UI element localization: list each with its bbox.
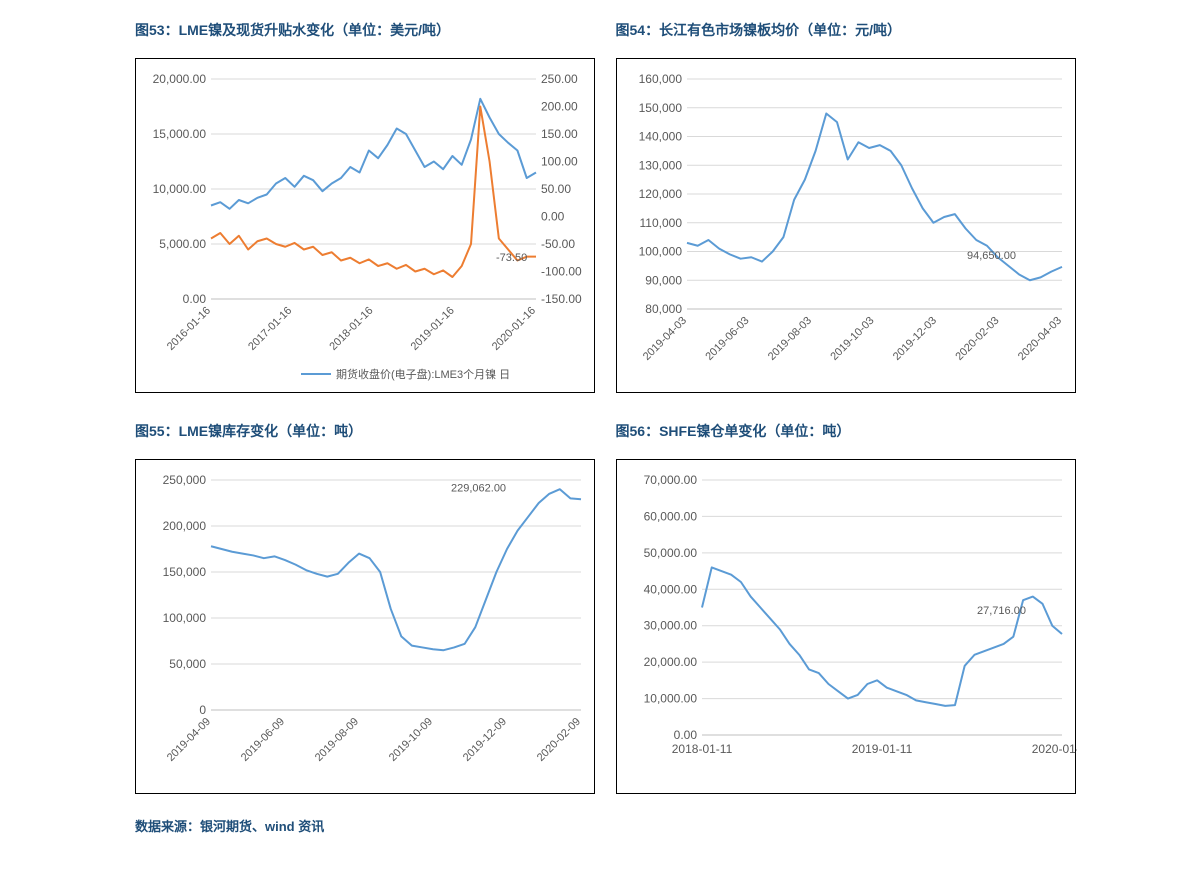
svg-text:0.00: 0.00 [183, 292, 207, 306]
chart56-box: 0.00 10,000.00 20,000.00 30,000.00 40,000.00… [616, 459, 1076, 794]
svg-text:250,000: 250,000 [163, 473, 207, 487]
svg-text:130,000: 130,000 [638, 158, 682, 172]
svg-text:20,000.00: 20,000.00 [643, 655, 697, 669]
chart56-title: 图56：SHFE镍仓单变化（单位：吨） [616, 421, 1077, 441]
svg-text:10,000.00: 10,000.00 [643, 692, 697, 706]
svg-text:2019-12-09: 2019-12-09 [461, 716, 509, 764]
svg-text:2019-04-03: 2019-04-03 [640, 315, 688, 363]
svg-text:50,000: 50,000 [169, 657, 206, 671]
svg-text:期货收盘价(电子盘):LME3个月镍 日: 期货收盘价(电子盘):LME3个月镍 日 [336, 367, 510, 381]
chart55-box: 0 50,000 100,000 150,000 200,000 250,000 2019-… [135, 459, 595, 794]
chart53-box: 0.00 5,000.00 10,000.00 15,000.00 20,000.00 -… [135, 58, 595, 393]
svg-text:150,000: 150,000 [163, 565, 207, 579]
svg-text:2020-01-11: 2020-01-11 [1031, 742, 1076, 756]
svg-text:2019-04-09: 2019-04-09 [165, 716, 213, 764]
svg-text:2018-01-11: 2018-01-11 [671, 742, 732, 756]
svg-text:2019-01-16: 2019-01-16 [409, 305, 457, 353]
svg-text:2020-02-03: 2020-02-03 [953, 315, 1001, 363]
chart54-block: 图54：长江有色市场镍板均价（单位：元/吨） 80,000 90,000 100,0… [616, 20, 1077, 393]
svg-text:15,000.00: 15,000.00 [153, 127, 207, 141]
svg-text:20,000.00: 20,000.00 [153, 72, 207, 86]
svg-text:150.00: 150.00 [541, 127, 578, 141]
svg-text:-73.50: -73.50 [496, 252, 527, 264]
svg-text:2019-10-09: 2019-10-09 [387, 716, 435, 764]
svg-text:50.00: 50.00 [541, 182, 571, 196]
svg-text:229,062.00: 229,062.00 [451, 482, 506, 494]
svg-text:2019-08-03: 2019-08-03 [765, 315, 813, 363]
chart55-title: 图55：LME镍库存变化（单位：吨） [135, 421, 596, 441]
svg-text:-100.00: -100.00 [541, 265, 582, 279]
svg-text:150,000: 150,000 [638, 101, 682, 115]
chart53-title: 图53：LME镍及现货升贴水变化（单位：美元/吨） [135, 20, 596, 40]
svg-text:140,000: 140,000 [638, 130, 682, 144]
svg-text:10,000.00: 10,000.00 [153, 182, 207, 196]
svg-text:110,000: 110,000 [639, 216, 682, 230]
data-source-footer: 数据来源：银河期货、wind 资讯 [135, 816, 1076, 835]
svg-text:2019-10-03: 2019-10-03 [828, 315, 876, 363]
svg-text:60,000.00: 60,000.00 [643, 509, 697, 523]
svg-text:2020-04-03: 2020-04-03 [1015, 315, 1063, 363]
svg-text:120,000: 120,000 [638, 187, 682, 201]
chart53-block: 图53：LME镍及现货升贴水变化（单位：美元/吨） 0.00 5,000.00 10… [135, 20, 596, 393]
svg-text:50,000.00: 50,000.00 [643, 546, 697, 560]
svg-text:200,000: 200,000 [163, 519, 207, 533]
svg-text:40,000.00: 40,000.00 [643, 582, 697, 596]
svg-text:2019-06-03: 2019-06-03 [703, 315, 751, 363]
chart54-box: 80,000 90,000 100,000 110,000 120,000 130,000… [616, 58, 1076, 393]
svg-text:2019-12-03: 2019-12-03 [890, 315, 938, 363]
svg-text:94,650.00: 94,650.00 [967, 250, 1016, 262]
svg-text:2019-06-09: 2019-06-09 [239, 716, 287, 764]
chart-grid-container: 图53：LME镍及现货升贴水变化（单位：美元/吨） 0.00 5,000.00 10… [0, 0, 1191, 855]
svg-text:70,000.00: 70,000.00 [643, 473, 697, 487]
chart54-title: 图54：长江有色市场镍板均价（单位：元/吨） [616, 20, 1077, 40]
svg-text:27,716.00: 27,716.00 [977, 605, 1026, 617]
svg-text:100,000: 100,000 [638, 245, 682, 259]
svg-text:160,000: 160,000 [638, 72, 682, 86]
svg-text:100,000: 100,000 [163, 611, 207, 625]
svg-text:90,000: 90,000 [645, 273, 682, 287]
chart55-block: 图55：LME镍库存变化（单位：吨） 0 50,000 100,000 150,000… [135, 421, 596, 794]
svg-text:0.00: 0.00 [541, 210, 565, 224]
svg-text:2019-01-11: 2019-01-11 [851, 742, 912, 756]
svg-text:2020-01-16: 2020-01-16 [490, 305, 538, 353]
svg-text:-50.00: -50.00 [541, 237, 575, 251]
svg-text:5,000.00: 5,000.00 [159, 237, 206, 251]
svg-text:2016-01-16: 2016-01-16 [165, 305, 213, 353]
svg-text:2017-01-16: 2017-01-16 [246, 305, 294, 353]
svg-text:250.00: 250.00 [541, 72, 578, 86]
svg-text:0.00: 0.00 [673, 728, 697, 742]
svg-text:100.00: 100.00 [541, 155, 578, 169]
svg-text:2019-08-09: 2019-08-09 [313, 716, 361, 764]
svg-text:-150.00: -150.00 [541, 292, 582, 306]
chart56-block: 图56：SHFE镍仓单变化（单位：吨） 0.00 10,000.00 20,000.… [616, 421, 1077, 794]
svg-text:2018-01-16: 2018-01-16 [327, 305, 375, 353]
svg-text:80,000: 80,000 [645, 302, 682, 316]
svg-text:30,000.00: 30,000.00 [643, 619, 697, 633]
svg-text:2020-02-09: 2020-02-09 [535, 716, 583, 764]
svg-text:200.00: 200.00 [541, 100, 578, 114]
svg-text:0: 0 [199, 703, 206, 717]
